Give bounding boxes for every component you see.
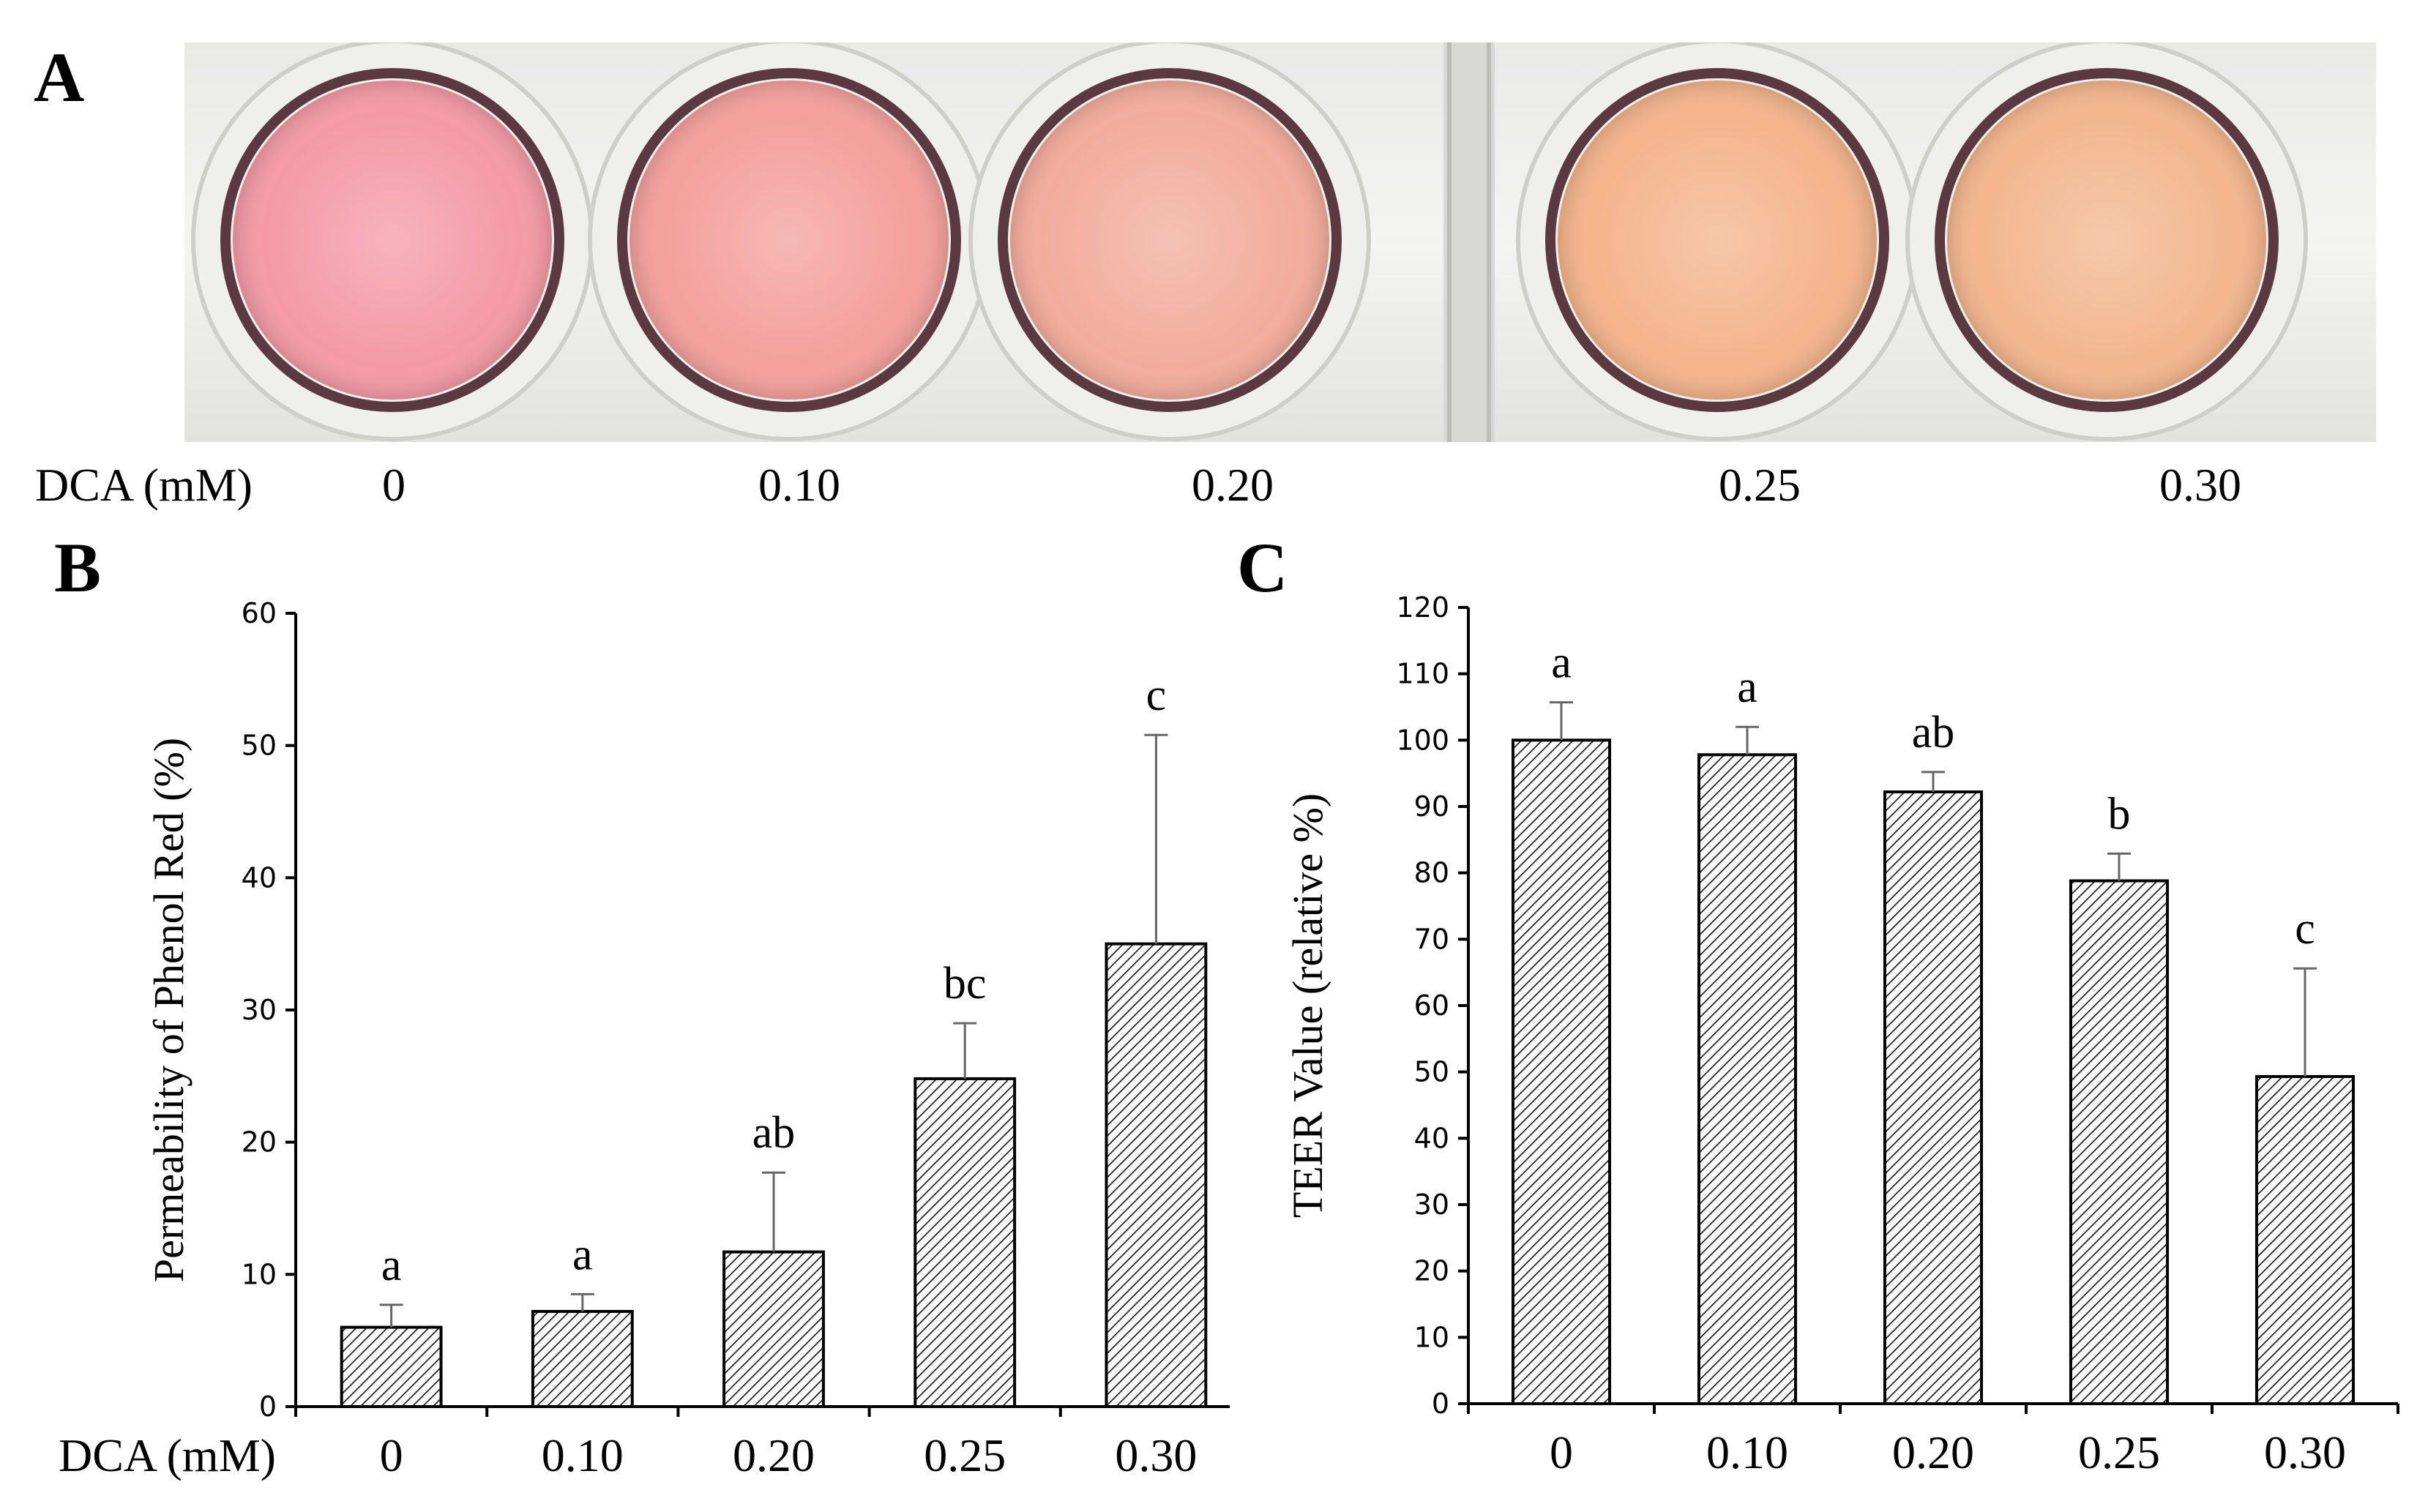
bar-3 [914,1077,1017,1408]
y-tick-label: 30 [1414,1189,1449,1221]
bar-4 [2255,1075,2356,1405]
y-tick-label: 0 [259,1391,277,1423]
significance-label-3: b [2108,789,2131,839]
y-tick-label: 10 [242,1258,277,1290]
y-axis-label: Permeability of Phenol Red (%) [145,738,193,1282]
well-shading [1947,81,2266,400]
photo-tick-label: 0.20 [1192,459,1274,511]
y-tick-label: 90 [1414,790,1449,823]
y-tick-label: 60 [242,597,277,629]
x-tick-label-2: 0.20 [1892,1426,1974,1478]
photo-axis-label: DCA (mM) [35,459,253,511]
y-tick-label: 20 [1414,1255,1449,1287]
photo-tick-label: 0.30 [2159,459,2241,511]
well-ring [220,68,564,412]
significance-label-0: a [381,1240,402,1290]
significance-label-2: ab [752,1108,796,1158]
well-2 [968,42,1371,441]
bar-4 [1105,942,1208,1408]
significance-label-0: a [1551,638,1572,688]
y-tick-label: 40 [242,861,277,894]
bar-0 [1511,738,1612,1406]
x-tick-label-0: 0 [380,1429,403,1481]
well-ring [998,68,1342,412]
significance-label-4: c [2295,904,2315,954]
x-tick-label-1: 0.10 [1706,1426,1788,1478]
bar-2 [1883,790,1984,1405]
significance-label-1: a [572,1230,593,1279]
x-tick-label-4: 0.30 [1115,1429,1197,1481]
panel-letter-c: C [1237,528,1288,607]
well-shading [233,81,552,400]
y-tick-label: 40 [1414,1122,1449,1154]
y-tick-label: 120 [1396,591,1449,624]
panel-letter-b: B [54,528,102,607]
panel-letter-a: A [34,38,85,116]
bar-1 [1697,753,1798,1405]
y-tick-label: 60 [1414,989,1449,1022]
y-tick-label: 70 [1414,923,1449,955]
well-0 [191,42,594,441]
x-tick-label-4: 0.30 [2264,1426,2346,1478]
y-tick-label: 80 [1414,857,1449,889]
y-tick-label: 0 [1432,1388,1449,1420]
x-tick-label-2: 0.20 [733,1429,815,1481]
well-4 [1905,42,2308,441]
plate-divider [1443,42,1495,442]
well-shading [1558,81,1877,400]
well-ring [1935,68,2279,412]
y-tick-label: 50 [242,730,277,762]
bar-0 [340,1325,443,1408]
bar-2 [722,1250,825,1408]
well-ring [1545,68,1889,412]
significance-label-1: a [1737,662,1757,712]
x-axis-label: DCA (mM) [59,1429,276,1481]
y-tick-label: 50 [1414,1056,1449,1088]
y-axis-label: TEER Value (relative %) [1284,793,1331,1218]
well-3 [1516,42,1919,441]
y-tick-label: 20 [242,1126,277,1159]
x-tick-label-0: 0 [1550,1426,1573,1478]
chart-b: 0 10 20 30 40 50 60 a 0 a 0.10 ab 0.20 bc 0.25 c 0.30 Per… [59,597,1230,1481]
significance-label-3: bc [944,959,987,1008]
well-shading [1010,81,1329,400]
well-1 [588,42,990,441]
y-tick-label: 10 [1414,1321,1449,1353]
y-tick-label: 100 [1396,724,1449,756]
x-tick-label-1: 0.10 [542,1429,624,1481]
wells-group [191,42,2308,441]
well-plate-photo [184,42,2376,442]
photo-tick-label: 0 [382,459,406,511]
significance-label-4: c [1146,670,1167,720]
well-shading [630,81,949,400]
bar-3 [2069,879,2170,1405]
bar-1 [531,1309,634,1409]
chart-c: 0 10 20 30 40 50 60 70 80 90 100 110 120 a 0 a 0.10 ab 0.2… [1284,591,2399,1478]
photo-tick-label: 0.10 [758,459,840,511]
well-ring [617,68,961,412]
y-tick-label: 110 [1396,658,1449,690]
x-tick-label-3: 0.25 [2078,1426,2160,1478]
photo-tick-label: 0.25 [1719,459,1801,511]
x-tick-label-3: 0.25 [924,1429,1006,1481]
significance-label-2: ab [1912,708,1955,757]
y-tick-label: 30 [242,994,277,1026]
